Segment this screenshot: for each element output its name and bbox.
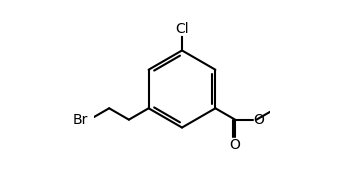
Text: Cl: Cl [175, 22, 189, 36]
Text: O: O [253, 113, 264, 127]
Text: O: O [230, 138, 241, 152]
Text: Br: Br [73, 113, 88, 127]
